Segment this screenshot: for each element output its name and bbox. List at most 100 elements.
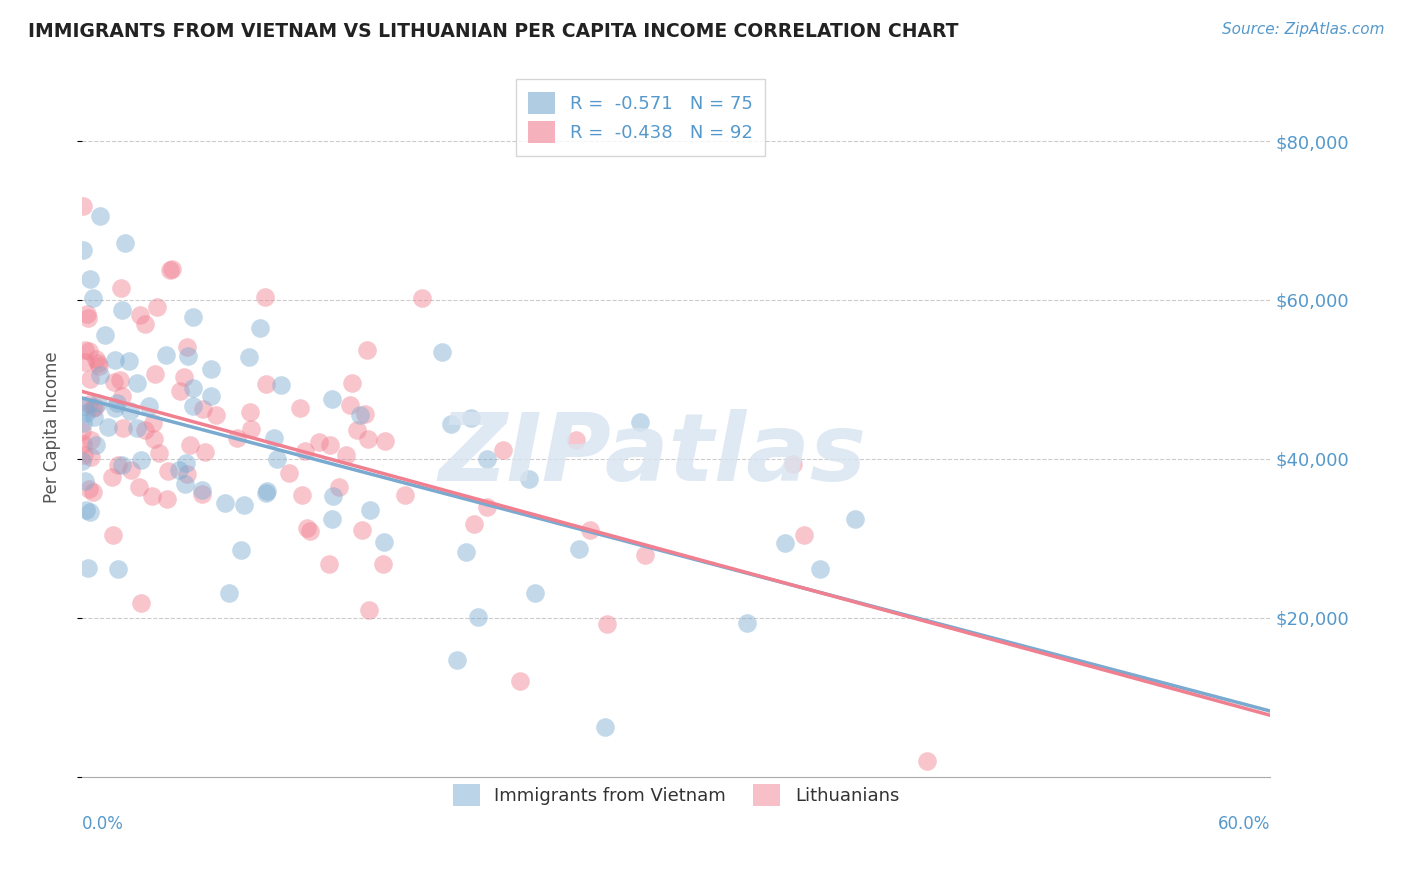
Point (179, 438, 201, 452)
Point (299, 524, 322, 538)
Point (87, 359, 110, 373)
Point (446, 653, 468, 667)
Point (118, 353, 141, 368)
Point (173, 477, 195, 491)
Point (232, 499, 254, 513)
Point (159, 263, 181, 277)
Point (475, 451, 498, 466)
Point (107, 458, 129, 473)
Point (596, 616, 619, 631)
Point (129, 596, 152, 610)
Point (204, 408, 226, 422)
Point (89, 209, 111, 223)
Point (134, 423, 156, 437)
Point (373, 557, 395, 571)
Point (335, 449, 357, 463)
Point (156, 491, 179, 506)
Text: 0.0%: 0.0% (82, 815, 124, 833)
Point (160, 262, 183, 277)
Point (103, 376, 125, 390)
Point (73, 399, 96, 413)
Point (84, 438, 107, 452)
Point (278, 466, 301, 480)
Point (73, 354, 96, 368)
Point (477, 500, 499, 514)
Point (440, 417, 463, 431)
Point (128, 480, 150, 494)
Point (394, 488, 416, 502)
Point (87, 356, 110, 370)
Point (72, 437, 94, 451)
Point (492, 442, 515, 457)
Point (111, 303, 134, 318)
Point (169, 384, 191, 398)
Point (456, 545, 478, 559)
Point (125, 376, 148, 391)
Point (143, 432, 166, 446)
Point (295, 521, 318, 535)
Point (141, 416, 163, 430)
Point (114, 235, 136, 250)
Text: Source: ZipAtlas.com: Source: ZipAtlas.com (1222, 22, 1385, 37)
Point (249, 321, 271, 335)
Point (77, 310, 100, 325)
Point (141, 489, 163, 503)
Point (349, 408, 371, 422)
Point (270, 378, 292, 392)
Point (509, 673, 531, 688)
Point (359, 503, 381, 517)
Point (460, 411, 482, 425)
Point (72, 416, 94, 430)
Point (463, 516, 485, 531)
Point (89, 368, 111, 383)
Point (79, 344, 101, 359)
Point (72, 199, 94, 213)
Point (319, 438, 342, 452)
Point (73, 448, 96, 462)
Point (104, 352, 127, 367)
Point (308, 435, 330, 450)
Point (523, 586, 546, 600)
Point (328, 480, 350, 494)
Point (239, 422, 262, 436)
Point (77, 561, 100, 575)
Point (321, 512, 343, 526)
Point (83, 401, 105, 415)
Point (200, 389, 222, 403)
Legend: Immigrants from Vietnam, Lithuanians: Immigrants from Vietnam, Lithuanians (439, 769, 914, 820)
Point (735, 616, 758, 631)
Point (110, 281, 132, 295)
Point (143, 367, 166, 381)
Point (808, 562, 831, 576)
Point (97, 420, 120, 434)
Point (173, 370, 195, 384)
Point (634, 548, 657, 562)
Point (129, 453, 152, 467)
Point (346, 423, 368, 437)
Point (169, 463, 191, 477)
Text: 60.0%: 60.0% (1218, 815, 1270, 833)
Point (239, 404, 262, 418)
Point (263, 431, 285, 445)
Point (200, 362, 222, 376)
Point (915, 754, 938, 768)
Point (181, 381, 204, 395)
Point (79, 505, 101, 519)
Point (107, 396, 129, 410)
Point (565, 433, 588, 447)
Point (176, 340, 198, 354)
Point (579, 524, 602, 538)
Point (288, 401, 311, 416)
Point (82, 291, 104, 305)
Point (104, 401, 127, 415)
Point (77, 397, 100, 411)
Point (844, 511, 866, 525)
Point (517, 473, 540, 487)
Point (174, 456, 197, 470)
Point (593, 721, 616, 735)
Point (100, 470, 122, 484)
Point (254, 486, 277, 500)
Point (322, 489, 344, 503)
Point (75, 343, 97, 358)
Point (80, 450, 103, 464)
